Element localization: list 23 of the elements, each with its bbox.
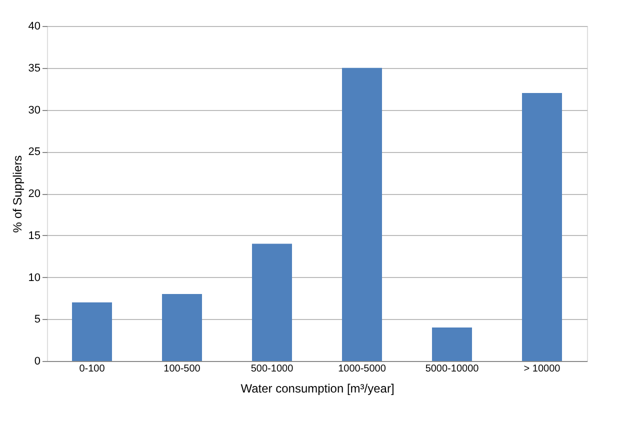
y-tick-label: 20 — [28, 188, 40, 200]
y-tick-label: 30 — [28, 104, 40, 116]
y-axis-title: % of Suppliers — [10, 155, 24, 233]
bar — [252, 244, 292, 361]
x-tick-label: 500-1000 — [250, 364, 294, 374]
bar — [342, 68, 382, 361]
bar — [162, 294, 202, 361]
bar — [522, 93, 562, 361]
x-tick-label: 100-500 — [164, 364, 201, 374]
x-axis-title: Water consumption [m³/year] — [240, 382, 394, 396]
bar — [432, 328, 472, 361]
y-tick-label: 35 — [28, 62, 40, 74]
x-tick-label: > 10000 — [524, 364, 561, 374]
y-tick-label: 25 — [28, 146, 40, 158]
x-tick-label: 1000-5000 — [338, 364, 386, 374]
x-tick-label: 0-100 — [79, 364, 106, 374]
x-tick-label: 5000-10000 — [425, 364, 480, 374]
y-tick-label: 10 — [28, 272, 40, 284]
y-tick-label: 40 — [28, 20, 40, 32]
bar — [72, 302, 112, 361]
y-tick-label: 0 — [34, 356, 40, 368]
y-tick-label: 15 — [28, 230, 40, 242]
y-tick-label: 5 — [34, 314, 40, 326]
